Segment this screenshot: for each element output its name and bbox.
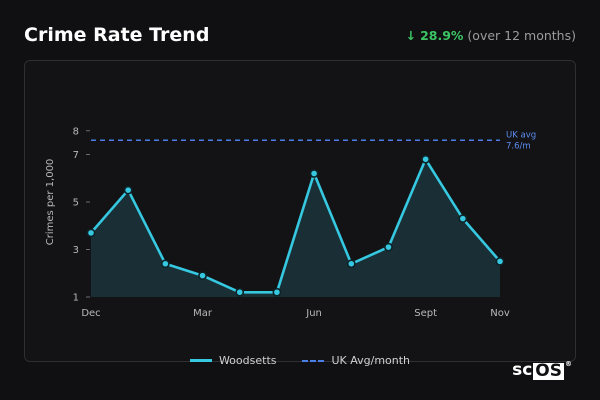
data-point[interactable] bbox=[123, 185, 133, 195]
x-axis: Dec Mar Jun Sept Nov bbox=[81, 308, 510, 319]
series-points bbox=[86, 154, 505, 297]
data-point[interactable] bbox=[86, 228, 96, 238]
x-tick-label: Mar bbox=[193, 308, 213, 319]
x-tick-label: Jun bbox=[305, 308, 322, 319]
brand-prefix: sc bbox=[512, 360, 533, 380]
data-point[interactable] bbox=[495, 256, 505, 266]
brand-suffix: OS bbox=[533, 361, 564, 381]
legend-label-woodsetts: Woodsetts bbox=[218, 354, 277, 367]
legend-swatch-solid bbox=[189, 359, 212, 362]
data-point[interactable] bbox=[309, 169, 319, 178]
legend: Woodsetts UK Avg/month bbox=[0, 354, 600, 367]
y-tick-label: 8 bbox=[73, 126, 79, 137]
down-arrow-icon: ↓ bbox=[405, 28, 417, 43]
x-tick-label: Dec bbox=[81, 308, 100, 319]
data-point[interactable] bbox=[421, 154, 431, 164]
legend-item-uk-avg[interactable]: UK Avg/month bbox=[302, 354, 410, 367]
x-tick-label: Sept bbox=[414, 308, 437, 319]
legend-item-woodsetts[interactable]: Woodsetts bbox=[189, 354, 277, 367]
data-point[interactable] bbox=[235, 287, 245, 297]
y-axis: 1 3 5 7 8 bbox=[73, 126, 90, 304]
change-summary: ↓ 28.9% (over 12 months) bbox=[406, 28, 576, 43]
y-tick-label: 3 bbox=[73, 245, 79, 256]
y-axis-label: Crimes per 1,000 bbox=[45, 159, 56, 246]
uk-avg-annotation-label: UK avg bbox=[506, 130, 536, 140]
series-area-fill bbox=[91, 159, 500, 297]
legend-label-uk-avg: UK Avg/month bbox=[331, 354, 411, 367]
data-point[interactable] bbox=[384, 242, 393, 252]
change-period: (over 12 months) bbox=[467, 28, 576, 43]
y-tick-label: 7 bbox=[73, 150, 79, 161]
x-tick-label: Nov bbox=[490, 308, 510, 319]
y-tick-label: 1 bbox=[73, 293, 79, 304]
data-point[interactable] bbox=[458, 214, 468, 224]
data-point[interactable] bbox=[198, 271, 207, 281]
change-percent: 28.9% bbox=[420, 28, 464, 43]
data-point[interactable] bbox=[160, 259, 170, 269]
chart-title: Crime Rate Trend bbox=[24, 24, 210, 46]
registered-mark: ® bbox=[565, 360, 572, 368]
brand-logo: sc OS ® bbox=[512, 360, 572, 380]
legend-swatch-dashed bbox=[302, 359, 325, 362]
data-point[interactable] bbox=[272, 287, 282, 297]
data-point[interactable] bbox=[346, 259, 356, 269]
uk-avg-annotation-value: 7.6/m bbox=[506, 141, 531, 151]
y-tick-label: 5 bbox=[73, 198, 79, 209]
series-line-woodsetts bbox=[90, 158, 501, 294]
